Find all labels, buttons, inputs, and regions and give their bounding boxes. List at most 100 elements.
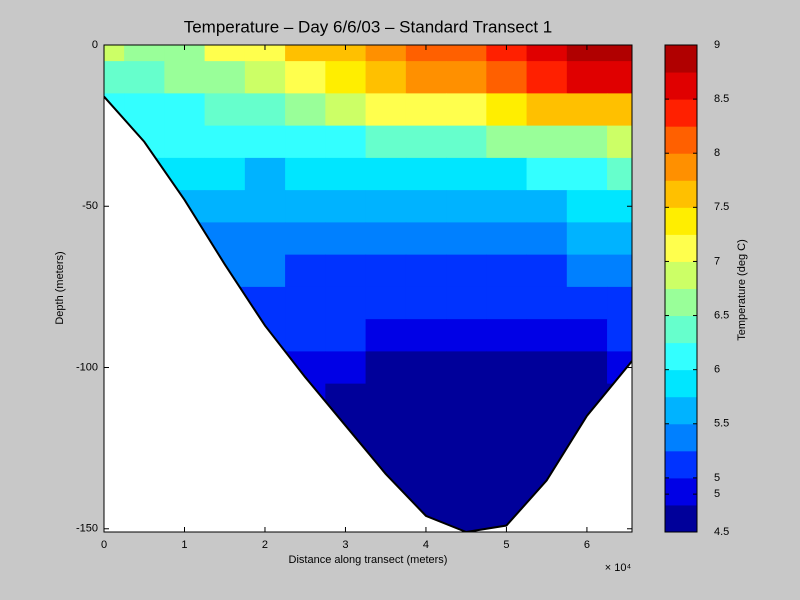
contour-cell [325, 190, 367, 223]
contour-cell [446, 190, 487, 223]
contour-cell [526, 190, 568, 223]
x-multiplier: × 10⁴ [605, 562, 632, 574]
contour-cell [486, 254, 528, 288]
contour-cell [446, 254, 487, 288]
contour-cell [486, 319, 528, 352]
contour-cell [486, 415, 528, 449]
seabed-fill [104, 96, 632, 532]
seabed-line [104, 95, 632, 532]
colorbar-tick-label: 7.5 [714, 201, 729, 213]
contour-cell [526, 157, 568, 191]
colorbar-band [665, 315, 697, 344]
contour-cell [607, 61, 632, 94]
colorbar-tick-label: 5.5 [714, 418, 729, 430]
contour-cell [365, 351, 407, 385]
contour-cell [285, 254, 326, 288]
contour-cell [285, 286, 326, 320]
colorbar-frame [664, 44, 698, 533]
contour-cell [244, 61, 286, 94]
contour-cell [365, 383, 407, 417]
contour-cell [446, 222, 487, 256]
contour-cell [325, 254, 367, 288]
contour-cell [325, 61, 367, 94]
contour-cell [325, 319, 367, 352]
contour-cell [405, 286, 447, 320]
contour-cell [566, 254, 608, 288]
contour-cell [244, 222, 286, 256]
contour-cell [566, 125, 608, 159]
overlay [103, 44, 633, 533]
contour-cell [104, 61, 125, 94]
colorbar-tick-label: 8 [714, 147, 720, 159]
colorbar-band [665, 234, 697, 262]
contour-cell [526, 125, 568, 159]
colorbar-band [665, 423, 697, 452]
contour-field [104, 45, 632, 532]
colorbar-label: Temperature (deg C) [736, 239, 748, 341]
contour-cell [325, 45, 367, 62]
contour-cell [285, 93, 326, 127]
contour-cell [607, 319, 632, 352]
contour-cell [486, 157, 528, 191]
contour-cell [244, 45, 286, 62]
contour-cell [365, 190, 407, 223]
contour-cell [566, 61, 608, 94]
contour-cell [244, 190, 286, 223]
contour-cell [405, 157, 447, 191]
contour-cell [446, 415, 487, 449]
contour-cell [325, 157, 367, 191]
contour-cell [124, 93, 165, 127]
contour-cell [325, 222, 367, 256]
contour-cell [526, 415, 568, 449]
contour-cell [566, 190, 608, 223]
contour-cell [405, 254, 447, 288]
contour-cell [526, 351, 568, 385]
contour-cell [486, 448, 528, 481]
colorbar-band [665, 288, 697, 317]
contour-cell [285, 125, 326, 159]
contour-cell [285, 61, 326, 94]
contour-cell [607, 93, 632, 127]
colorbar-tick-label: 7 [714, 255, 720, 267]
contour-cell [124, 61, 165, 94]
contour-cell [566, 319, 608, 352]
colorbar-band [665, 504, 697, 533]
contour-cell [566, 157, 608, 191]
contour-cell [446, 480, 487, 514]
contour-cell [446, 125, 487, 159]
contour-cell [607, 286, 632, 320]
contour-cell [365, 319, 407, 352]
colorbar-band [665, 99, 697, 127]
colorbar-band [665, 126, 697, 154]
contour-cell [486, 480, 528, 514]
y-axis-label: Depth (meters) [54, 251, 66, 324]
contour-cell [446, 286, 487, 320]
contour-cell [486, 61, 528, 94]
contour-cell [285, 222, 326, 256]
contour-cell [486, 45, 528, 62]
colorbar-tick-label: 4.5 [714, 526, 729, 538]
contour-cell [566, 222, 608, 256]
x-tick-label: 1 [181, 539, 187, 551]
colorbar-tick-label: 5 [714, 488, 720, 500]
contour-cell [566, 93, 608, 127]
contour-cell [244, 254, 286, 288]
contour-cell [164, 125, 206, 159]
x-tick-label: 0 [101, 539, 107, 551]
contour-cell [486, 383, 528, 417]
contour-cell [607, 254, 632, 288]
plot-frame [103, 44, 633, 533]
contour-cell [365, 286, 407, 320]
colorbar-band [665, 45, 697, 73]
contour-cell [405, 448, 447, 481]
contour-cell [204, 157, 246, 191]
contour-cell [365, 254, 407, 288]
x-tick-label: 6 [584, 539, 590, 551]
contour-cell [566, 351, 608, 385]
x-tick-label: 2 [262, 539, 268, 551]
contour-cell [244, 93, 286, 127]
contour-cell [486, 125, 528, 159]
x-tick-label: 5 [503, 539, 509, 551]
x-tick-label: 4 [423, 539, 429, 551]
